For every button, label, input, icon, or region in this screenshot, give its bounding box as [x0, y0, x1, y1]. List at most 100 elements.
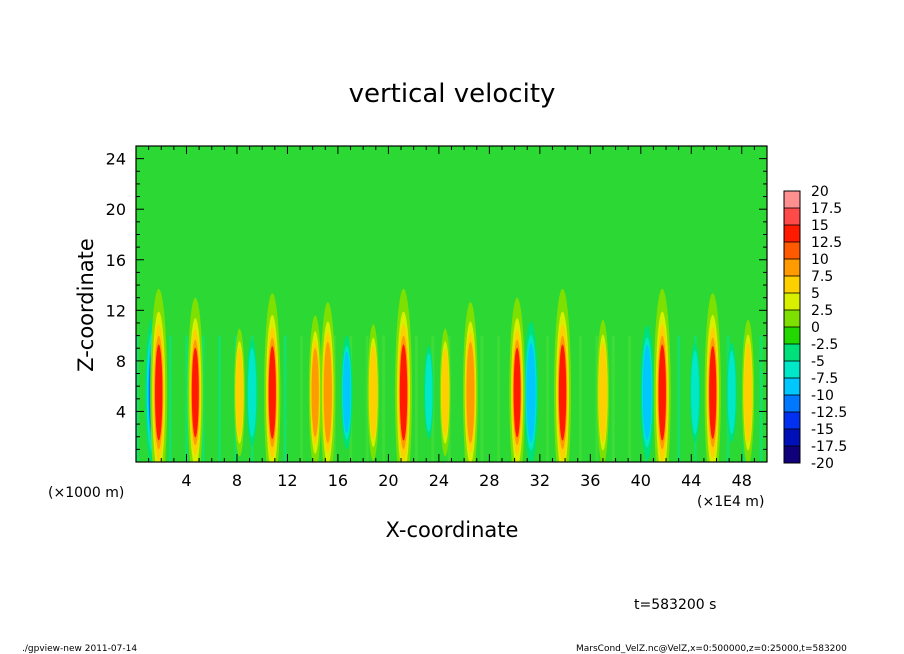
- updraft-plume: [395, 288, 413, 462]
- downdraft-plume: [640, 325, 654, 460]
- updraft-plume: [367, 324, 379, 461]
- colorbar-swatch: [784, 225, 800, 243]
- heatmap-plot-area: [135, 145, 768, 463]
- colorbar-swatch: [784, 361, 800, 379]
- x-tick-label: 44: [681, 471, 701, 490]
- x-tick-label: 20: [378, 471, 398, 490]
- y-tick-label: 12: [106, 301, 126, 320]
- downdraft-plume: [726, 342, 737, 443]
- x-unit-right-label: (×1E4 m): [697, 494, 764, 510]
- field-streak: [283, 335, 287, 462]
- y-tick-label: 24: [106, 150, 126, 169]
- x-tick-label: 8: [232, 471, 242, 490]
- colorbar-swatch: [784, 259, 800, 277]
- colorbar-swatch: [784, 208, 800, 226]
- colorbar-label: 0: [811, 320, 820, 336]
- x-tick-label: 16: [328, 471, 348, 490]
- downdraft-plume: [246, 339, 258, 446]
- updraft-plume: [264, 293, 281, 462]
- plume-contour: [466, 341, 475, 444]
- updraft-plume: [462, 302, 478, 462]
- colorbar: 2017.51512.5107.552.50-2.5-5-7.5-10-12.5…: [783, 184, 847, 472]
- colorbar-swatch: [784, 310, 800, 328]
- colorbar-label: -17.5: [811, 439, 847, 455]
- x-axis: 4 8 12 16 20 24 28 32 36 40 44 48: [148, 146, 755, 490]
- plume-contour: [425, 353, 433, 432]
- updraft-plume: [439, 328, 451, 457]
- updraft-plume: [509, 297, 525, 462]
- updraft-plume: [653, 288, 671, 462]
- colorbar-label: -5: [811, 354, 825, 370]
- colorbar-swatch: [784, 293, 800, 311]
- downdraft-plume: [424, 346, 434, 439]
- plume-contour: [191, 347, 199, 438]
- y-tick-label: 16: [106, 251, 126, 270]
- plot-background: [136, 146, 767, 462]
- colorbar-label: 12.5: [811, 235, 842, 251]
- colorbar-label: 20: [811, 184, 829, 200]
- time-label: t=583200 s: [634, 597, 716, 613]
- updraft-plume: [308, 315, 322, 462]
- plume-contour: [311, 348, 319, 437]
- colorbar-swatch: [784, 395, 800, 413]
- colorbar-label: 5: [811, 286, 820, 302]
- x-tick-label: 12: [277, 471, 297, 490]
- x-tick-label: 4: [181, 471, 191, 490]
- plume-contour: [513, 347, 521, 438]
- colorbar-label: -10: [811, 388, 834, 404]
- updraft-plume: [742, 319, 755, 462]
- colorbar-label: 2.5: [811, 303, 833, 319]
- plume-contour: [342, 351, 351, 434]
- x-tick-label: 24: [429, 471, 449, 490]
- y-tick-label: 20: [106, 200, 126, 219]
- plume-contour: [369, 345, 378, 440]
- plume-contour: [658, 344, 666, 441]
- colorbar-swatch: [784, 191, 800, 209]
- x-unit-left-label: (×1000 m): [48, 485, 124, 501]
- plume-contour: [642, 345, 652, 440]
- updraft-plume: [704, 293, 721, 462]
- plume-contour: [399, 344, 408, 441]
- y-tick-label: 8: [116, 352, 126, 371]
- field-streak: [759, 335, 763, 462]
- colorbar-label: -20: [811, 456, 834, 472]
- field-streak: [496, 335, 500, 462]
- updraft-plume: [320, 302, 336, 462]
- field-streak: [611, 335, 615, 462]
- colorbar-label: 17.5: [811, 201, 842, 217]
- plume-contour: [526, 342, 536, 443]
- colorbar-swatch: [784, 327, 800, 345]
- colorbar-label: -7.5: [811, 371, 838, 387]
- colorbar-swatch: [784, 276, 800, 294]
- field-streak: [168, 335, 172, 462]
- colorbar-label: -12.5: [811, 405, 847, 421]
- colorbar-label: 15: [811, 218, 829, 234]
- footer-left: ./gpview-new 2011-07-14: [22, 644, 137, 654]
- field-streak: [628, 335, 632, 462]
- plume-contour: [268, 346, 276, 439]
- colorbar-swatch: [784, 344, 800, 362]
- field-streak: [578, 335, 582, 462]
- downdraft-plume: [341, 335, 353, 450]
- x-tick-label: 28: [479, 471, 499, 490]
- y-axis-label: Z-coordinate: [74, 238, 98, 372]
- updraft-plume: [554, 288, 572, 462]
- footer-right: MarsCond_VelZ.nc@VelZ,x=0:500000,z=0:250…: [576, 644, 847, 654]
- field-streak: [414, 335, 418, 462]
- y-axis: 4 8 12 16 20 24: [106, 150, 767, 450]
- colorbar-swatch: [784, 412, 800, 430]
- downdraft-plume: [690, 342, 701, 443]
- plume-contour: [155, 344, 163, 441]
- field-streak: [595, 335, 599, 462]
- plume-contour: [743, 342, 753, 443]
- plume-contour: [727, 350, 736, 435]
- colorbar-swatch: [784, 378, 800, 396]
- x-axis-label: X-coordinate: [386, 518, 519, 542]
- field-streak: [480, 335, 484, 462]
- plume-contour: [235, 348, 244, 437]
- updraft-plume: [150, 288, 168, 462]
- plume-contour: [441, 348, 449, 437]
- plume-contour: [558, 344, 567, 441]
- x-tick-label: 36: [580, 471, 600, 490]
